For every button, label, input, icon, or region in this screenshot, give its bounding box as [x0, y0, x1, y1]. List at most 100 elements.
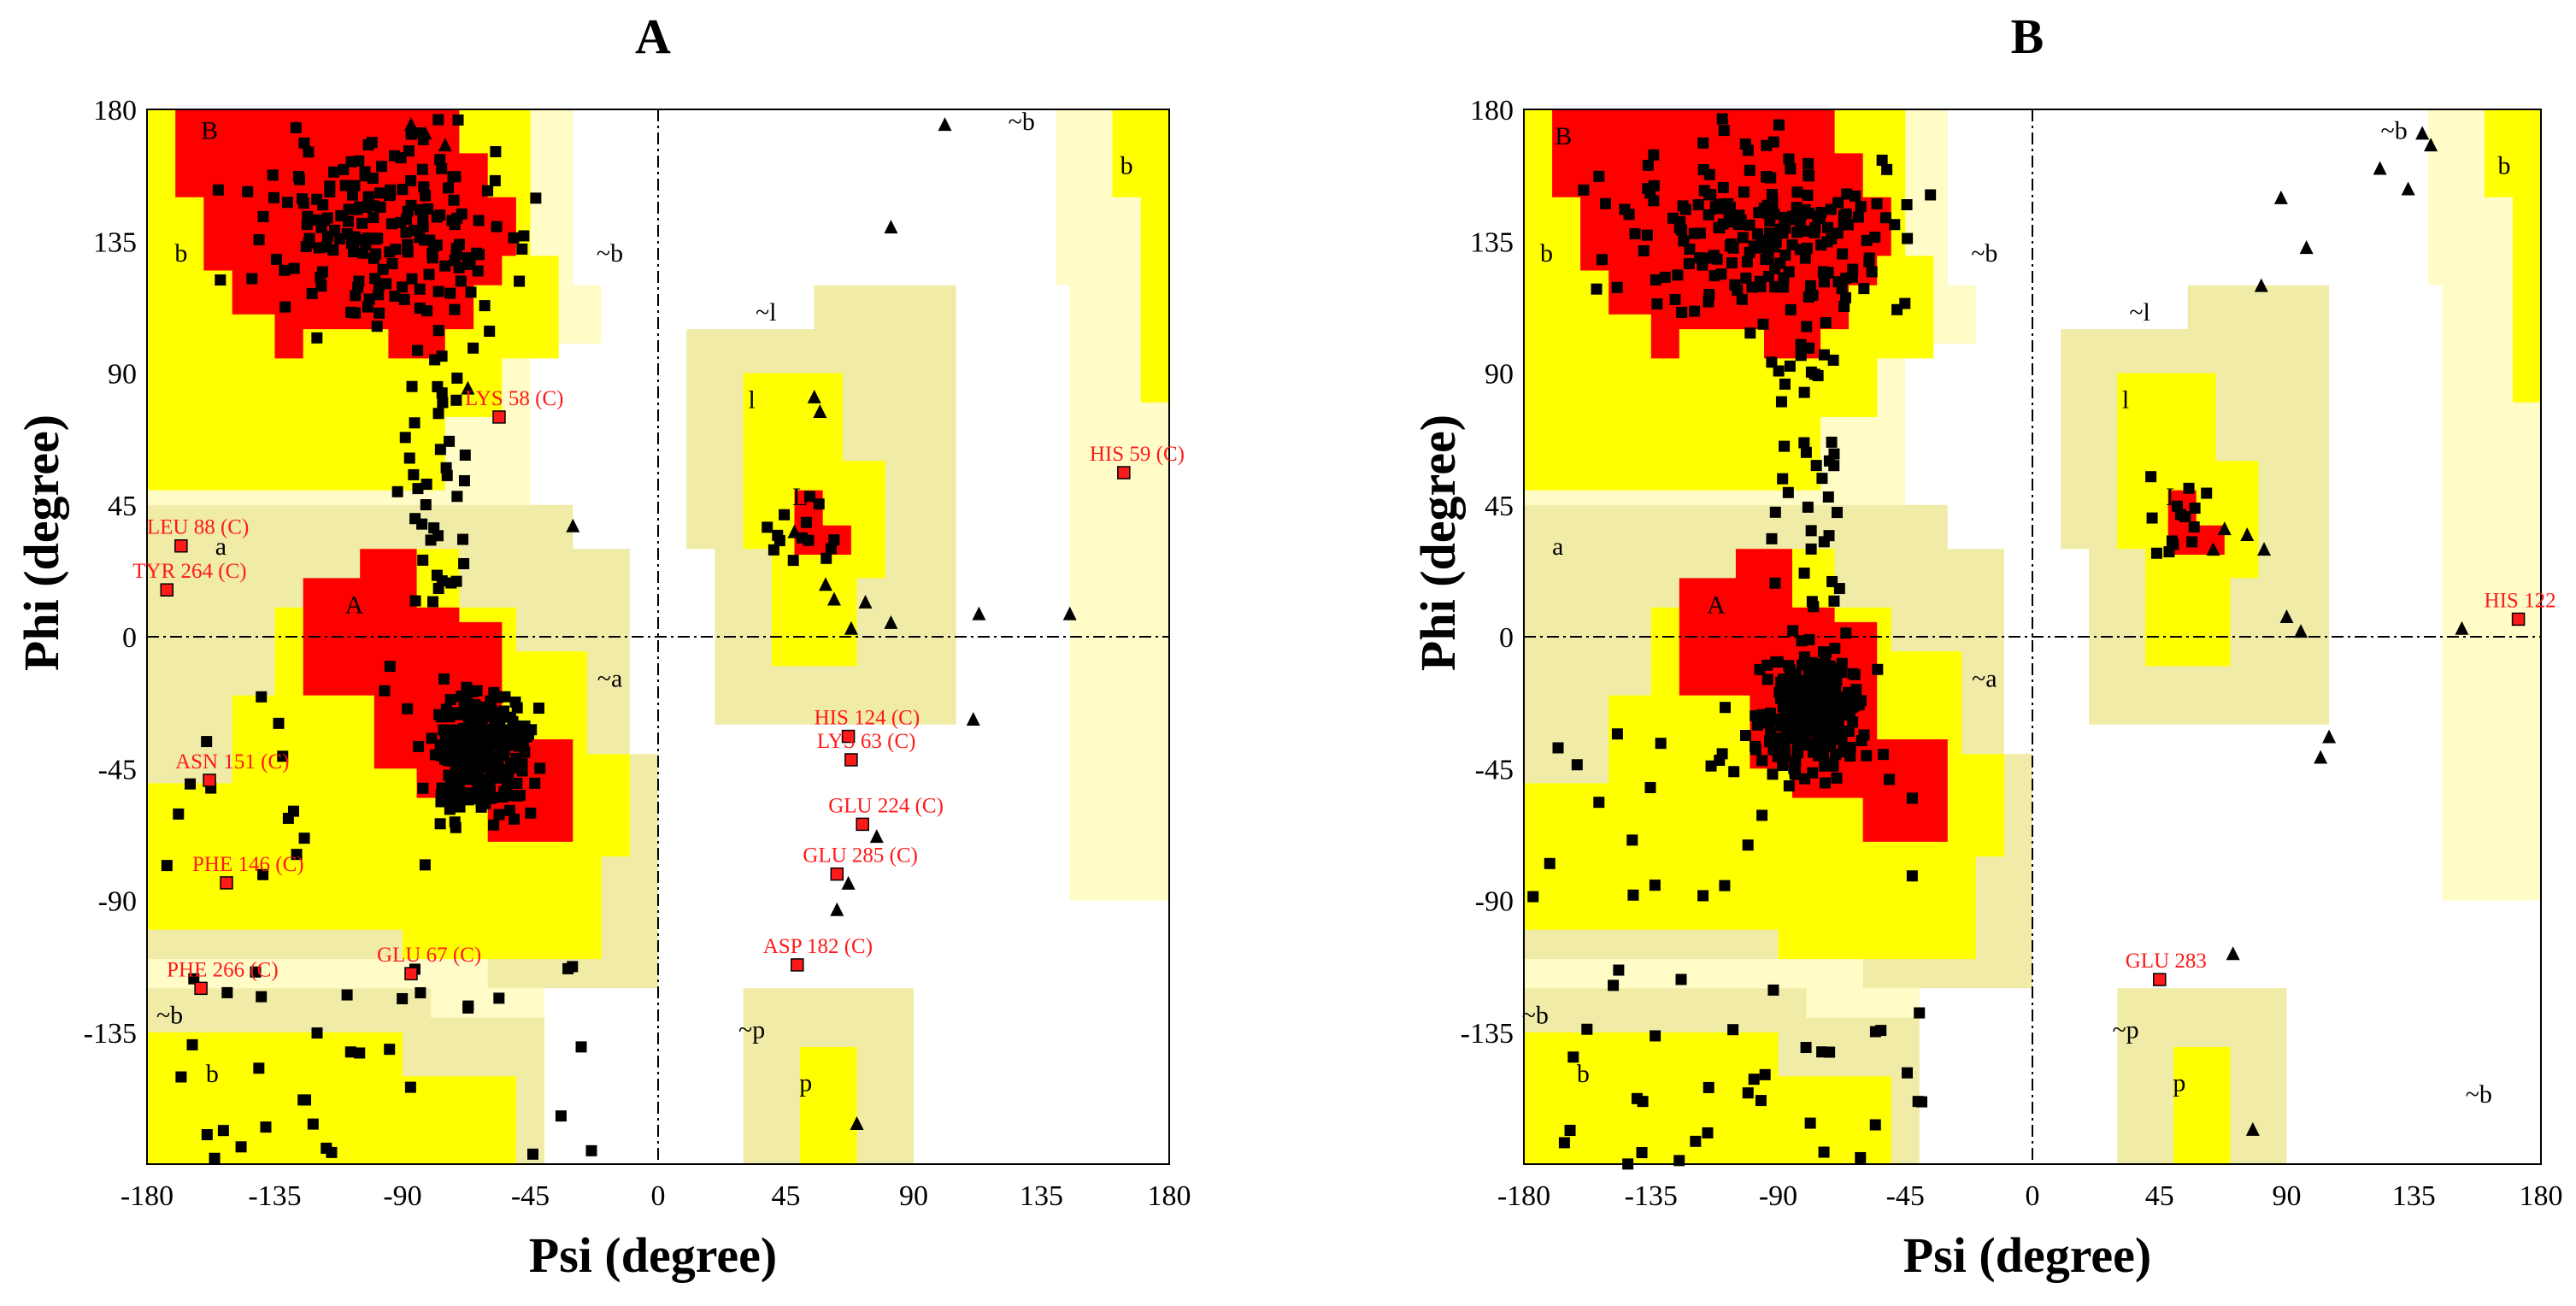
x-tick-label: -180 [1497, 1180, 1550, 1212]
residue-point [1798, 437, 1810, 449]
residue-point [1638, 244, 1650, 256]
residue-point [438, 673, 450, 685]
residue-point [1820, 317, 1832, 329]
residue-point [384, 246, 396, 258]
residue-point [405, 128, 417, 140]
residue-point [1753, 207, 1765, 219]
residue-point [2188, 521, 2200, 533]
outlier-point [2153, 973, 2167, 986]
residue-point [1818, 349, 1830, 361]
residue-point [426, 252, 438, 264]
x-tick-label: 180 [2520, 1180, 2563, 1212]
region-label: ~b [1522, 1001, 1549, 1029]
outlier-point [1117, 466, 1131, 479]
x-tick-label: -180 [121, 1180, 173, 1212]
y-tick-label: -135 [84, 1018, 137, 1050]
residue-point [1777, 227, 1789, 239]
residue-point [400, 226, 412, 238]
residue-point [1819, 760, 1831, 772]
region-label: ~a [597, 664, 623, 692]
residue-point [408, 468, 420, 480]
residue-point [297, 1094, 309, 1106]
residue-point [1669, 293, 1681, 305]
residue-point [235, 1141, 247, 1153]
residue-point [1801, 321, 1813, 332]
residue-point [1791, 226, 1803, 238]
residue-point [1925, 189, 1937, 201]
residue-point [1708, 250, 1720, 262]
region-label: ~b [1971, 239, 1997, 268]
residue-point [454, 801, 466, 813]
residue-point [1608, 980, 1620, 991]
residue-point [426, 596, 438, 608]
residue-point [297, 193, 309, 205]
residue-point [1828, 595, 1840, 607]
residue-point [768, 544, 779, 556]
residue-point [257, 210, 269, 222]
glycine-point [850, 1116, 864, 1131]
residue-point [488, 819, 500, 831]
residue-point [267, 169, 279, 181]
residue-point [1838, 300, 1850, 312]
residue-point [1777, 473, 1789, 485]
residue-point [471, 685, 483, 697]
residue-point [509, 813, 520, 825]
region-label: B [1555, 122, 1572, 150]
residue-point [442, 743, 454, 755]
residue-point [2172, 500, 2184, 512]
y-tick-label: 45 [108, 491, 137, 522]
residue-point [1783, 779, 1795, 791]
residue-point [1815, 703, 1827, 715]
residue-point [491, 221, 503, 232]
glycine-point [2322, 729, 2337, 744]
residue-point [562, 962, 574, 974]
residue-point [1808, 658, 1820, 670]
residue-point [1697, 890, 1709, 902]
residue-point [346, 189, 358, 201]
outlier-label: HIS 122 [2485, 589, 2556, 612]
residue-point [311, 1027, 323, 1039]
residue-point [1802, 189, 1814, 201]
residue-point [303, 232, 315, 244]
outlier-point [844, 753, 858, 767]
residue-point [450, 249, 462, 261]
region-allowed [1524, 1032, 1891, 1164]
residue-point [1775, 720, 1787, 732]
glycine-point [813, 404, 827, 419]
residue-point [1744, 164, 1756, 176]
outlier-point [404, 967, 418, 980]
residue-point [1800, 1042, 1812, 1054]
residue-point [1786, 699, 1798, 711]
residue-point [1852, 211, 1864, 223]
residue-point [1807, 693, 1819, 705]
residue-point [1694, 227, 1706, 239]
residue-point [1527, 891, 1539, 903]
region-label: ~l [2129, 298, 2150, 326]
residue-point [555, 1110, 567, 1122]
residue-point [486, 710, 498, 722]
residue-point [290, 121, 302, 133]
residue-point [1791, 186, 1803, 198]
residue-point [420, 190, 432, 202]
residue-point [315, 221, 327, 233]
glycine-point [819, 577, 833, 591]
residue-point [1648, 149, 1660, 161]
residue-point [1875, 1025, 1887, 1037]
x-axis-title-a: Psi (degree) [529, 1227, 777, 1283]
glycine-point [841, 875, 856, 890]
residue-point [1742, 1087, 1754, 1099]
residue-point [1727, 1024, 1739, 1036]
region-label: A [1707, 591, 1726, 620]
y-axis-title-a: Phi (degree) [14, 415, 69, 671]
outlier-point [830, 867, 844, 881]
residue-point [406, 380, 418, 392]
residue-point [256, 691, 268, 703]
residue-point [2163, 546, 2175, 558]
residue-point [1820, 656, 1832, 668]
residue-point [1581, 1023, 1593, 1035]
x-axis-title-b: Psi (degree) [1903, 1227, 2151, 1283]
x-tick-label: 135 [2392, 1180, 2436, 1212]
residue-point [419, 859, 431, 871]
residue-point [1760, 254, 1772, 266]
residue-point [418, 181, 430, 193]
